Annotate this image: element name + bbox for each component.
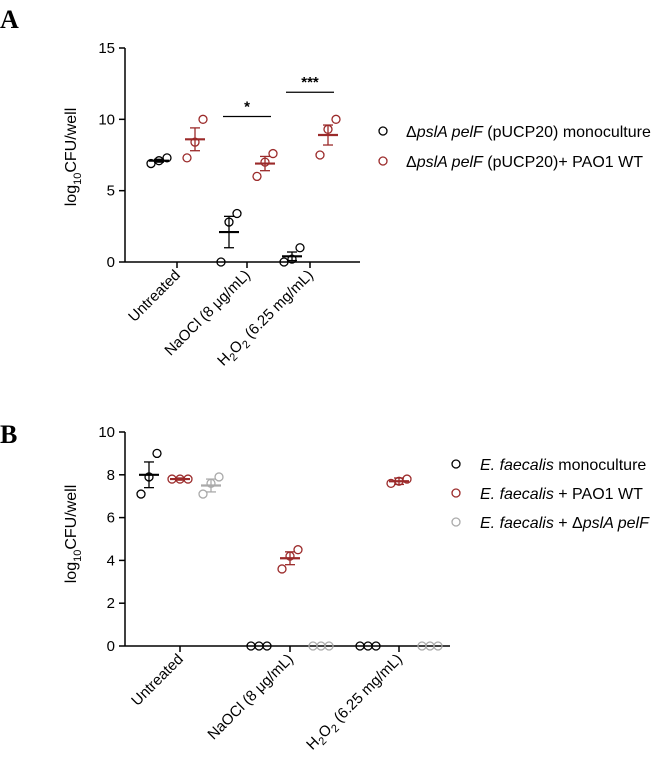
y-tick-label: 15 <box>98 40 115 57</box>
data-point-s0-c0 <box>146 158 156 169</box>
x-tick-label: H2O2 (6.25 mg/mL) <box>303 651 408 756</box>
y-tick-label: 8 <box>107 467 115 484</box>
data-point-s1-c0 <box>182 153 192 163</box>
data-point-s0-c2 <box>279 257 289 267</box>
panel-a-legend: ΔpslA pelF (pUCP20) monoculture ΔpslA pe… <box>378 124 651 171</box>
panel-b-label: B <box>0 420 17 449</box>
significance-label: * <box>244 98 250 115</box>
panel-a-label: A <box>0 5 19 34</box>
y-tick-label: 6 <box>107 510 115 527</box>
panel-b-y-axis-label: log10CFU/well <box>63 485 84 584</box>
panel-b-marks <box>136 448 443 651</box>
data-point-s2-c2 <box>433 641 443 651</box>
data-point-s1-c2 <box>331 114 341 124</box>
data-point-s0-c2 <box>371 641 381 651</box>
data-point-s1-c2 <box>315 150 325 160</box>
panel-b-chart: B 0 2 4 6 8 10 Untreated NaOCl (8 μg/mL)H2O2 (6… <box>0 420 650 756</box>
x-tick-label: Untreated <box>128 651 187 710</box>
legend-label-a-coculture: ΔpslA pelF (pUCP20)+ PAO1 WT <box>406 154 643 171</box>
y-tick-label: 0 <box>107 638 115 655</box>
y-tick-label: 4 <box>107 552 115 569</box>
legend-marker-b-monoculture <box>451 459 461 469</box>
legend-marker-a-monoculture <box>378 126 388 136</box>
significance-label: *** <box>301 74 319 91</box>
legend-marker-b-pao1 <box>451 488 461 498</box>
y-tick-label: 2 <box>107 595 115 612</box>
data-point-s1-c1 <box>293 545 303 555</box>
data-point-s2-c0 <box>198 489 208 499</box>
y-tick-label: 10 <box>98 111 115 128</box>
data-point-s0-c0 <box>162 153 172 163</box>
data-point-s0-c1 <box>232 208 242 219</box>
panel-a-y-axis-label: log10CFU/well <box>63 108 84 207</box>
data-point-s0-c0 <box>152 448 162 459</box>
data-point-s1-c1 <box>252 171 262 182</box>
data-point-s2-c1 <box>324 641 334 651</box>
y-tick-label: 10 <box>98 424 115 441</box>
legend-marker-a-coculture <box>378 156 388 166</box>
data-point-s0-c0 <box>136 489 146 499</box>
y-tick-label: 5 <box>107 183 115 200</box>
legend-label-b-monoculture: E. faecalis monoculture <box>480 457 646 474</box>
data-point-s1-c1 <box>277 564 287 574</box>
panel-b-legend: E. faecalis monoculture E. faecalis + PA… <box>451 457 650 532</box>
data-point-s1-c1 <box>268 148 278 159</box>
data-point-s2-c0 <box>214 472 224 482</box>
legend-label-a-monoculture: ΔpslA pelF (pUCP20) monoculture <box>406 124 651 141</box>
panel-a-marks: **** <box>146 74 341 267</box>
x-tick-label: Untreated <box>125 267 184 326</box>
legend-marker-b-mutant <box>451 517 461 527</box>
x-tick-label: NaOCl (8 μg/mL) <box>204 651 296 743</box>
legend-label-b-pao1: E. faecalis + PAO1 WT <box>480 486 643 503</box>
legend-label-b-mutant: E. faecalis + ΔpslA pelF <box>480 515 650 532</box>
data-point-s0-c1 <box>216 257 226 267</box>
x-tick-label-part: (6.25 mg/mL) <box>328 651 406 729</box>
y-tick-label: 0 <box>107 254 115 271</box>
data-point-s0-c2 <box>295 243 305 253</box>
data-point-s1-c0 <box>198 114 208 124</box>
data-point-s0-c1 <box>262 641 272 651</box>
data-point-s1-c2 <box>402 474 412 484</box>
